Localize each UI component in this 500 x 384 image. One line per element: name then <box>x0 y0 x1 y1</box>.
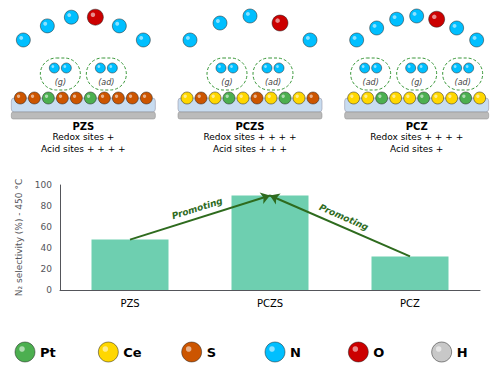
svg-text:PZS: PZS <box>120 298 139 309</box>
svg-text:Redox sites + + + +: Redox sites + + + + <box>370 132 463 142</box>
svg-text:60: 60 <box>41 222 53 232</box>
svg-text:O: O <box>373 345 384 360</box>
svg-text:N₂ selectivity (%) - 450 °C: N₂ selectivity (%) - 450 °C <box>14 179 24 296</box>
svg-text:0: 0 <box>46 285 52 295</box>
svg-text:Ce: Ce <box>123 345 142 360</box>
svg-text:100: 100 <box>35 180 52 190</box>
svg-text:N: N <box>290 345 301 360</box>
svg-text:(ad): (ad) <box>265 78 281 87</box>
svg-text:Pt: Pt <box>40 345 56 360</box>
svg-text:Promoting: Promoting <box>170 196 224 222</box>
svg-text:Redox sites +: Redox sites + <box>52 132 114 142</box>
svg-text:PCZS: PCZS <box>235 121 264 132</box>
svg-text:(g): (g) <box>221 78 232 87</box>
svg-text:PCZ: PCZ <box>400 298 420 309</box>
svg-text:40: 40 <box>41 243 53 253</box>
svg-text:80: 80 <box>41 201 53 211</box>
svg-text:(ad): (ad) <box>98 78 114 87</box>
svg-text:PCZS: PCZS <box>257 298 283 309</box>
svg-text:PCZ: PCZ <box>406 121 428 132</box>
svg-text:(g): (g) <box>411 78 422 87</box>
svg-text:Promoting: Promoting <box>318 202 371 232</box>
svg-text:Redox sites + + + +: Redox sites + + + + <box>203 132 296 142</box>
svg-text:(g): (g) <box>55 78 66 87</box>
svg-text:PZS: PZS <box>72 121 94 132</box>
svg-text:(ad): (ad) <box>455 78 471 87</box>
svg-text:Acid sites + + +: Acid sites + + + <box>213 144 287 154</box>
svg-text:S: S <box>207 345 216 360</box>
svg-text:H: H <box>457 345 468 360</box>
svg-text:Acid sites +: Acid sites + <box>390 144 443 154</box>
svg-text:(ad): (ad) <box>363 78 379 87</box>
svg-text:20: 20 <box>41 264 53 274</box>
svg-text:Acid sites + + + +: Acid sites + + + + <box>41 144 126 154</box>
